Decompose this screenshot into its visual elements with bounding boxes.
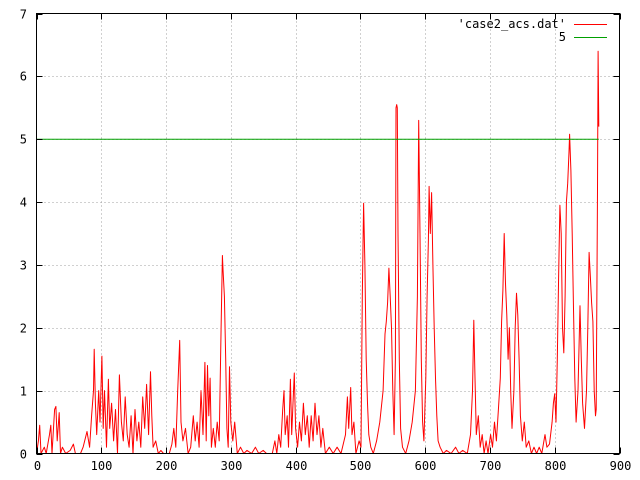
y-tick-label: 1 bbox=[20, 385, 27, 399]
y-tick-label: 6 bbox=[20, 70, 27, 84]
series-line-1 bbox=[36, 50, 600, 454]
gridlines bbox=[36, 13, 620, 454]
plot-area bbox=[36, 50, 600, 454]
x-tick-label: 900 bbox=[610, 459, 632, 473]
x-tick-label: 500 bbox=[350, 459, 372, 473]
x-tick-label: 100 bbox=[91, 459, 113, 473]
y-tick-label: 7 bbox=[20, 8, 27, 22]
y-tick-label: 0 bbox=[20, 448, 27, 462]
y-tick-label: 4 bbox=[20, 196, 27, 210]
y-tick-label: 3 bbox=[20, 259, 27, 273]
axis-ticks: 0 100 200 300 400 500 600 700 800 900 0 1 2 3 4 5 6 7 bbox=[20, 8, 632, 474]
plot-frame bbox=[36, 13, 620, 454]
y-tick-label: 2 bbox=[20, 322, 27, 336]
legend-label-1: 'case2_acs.dat' bbox=[458, 17, 566, 31]
x-tick-label: 200 bbox=[156, 459, 178, 473]
x-tick-label: 0 bbox=[34, 459, 41, 473]
legend: 'case2_acs.dat'5 bbox=[458, 17, 607, 44]
x-tick-label: 300 bbox=[221, 459, 243, 473]
x-tick-label: 700 bbox=[480, 459, 502, 473]
x-tick-label: 600 bbox=[415, 459, 437, 473]
y-tick-label: 5 bbox=[20, 133, 27, 147]
legend-label-2: 5 bbox=[559, 30, 566, 44]
x-tick-label: 400 bbox=[286, 459, 308, 473]
x-tick-label: 800 bbox=[545, 459, 567, 473]
